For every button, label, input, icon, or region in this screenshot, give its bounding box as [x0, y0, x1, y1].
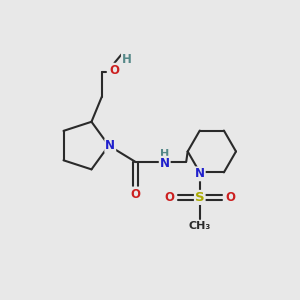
Text: N: N — [160, 157, 170, 170]
Text: S: S — [195, 191, 205, 204]
Text: H: H — [122, 53, 132, 66]
Text: CH₃: CH₃ — [189, 221, 211, 231]
Text: N: N — [105, 139, 115, 152]
Text: H: H — [160, 149, 169, 159]
Text: O: O — [110, 64, 119, 77]
Text: O: O — [225, 191, 235, 204]
Text: O: O — [164, 191, 174, 204]
Text: N: N — [195, 167, 205, 180]
Text: O: O — [130, 188, 140, 201]
